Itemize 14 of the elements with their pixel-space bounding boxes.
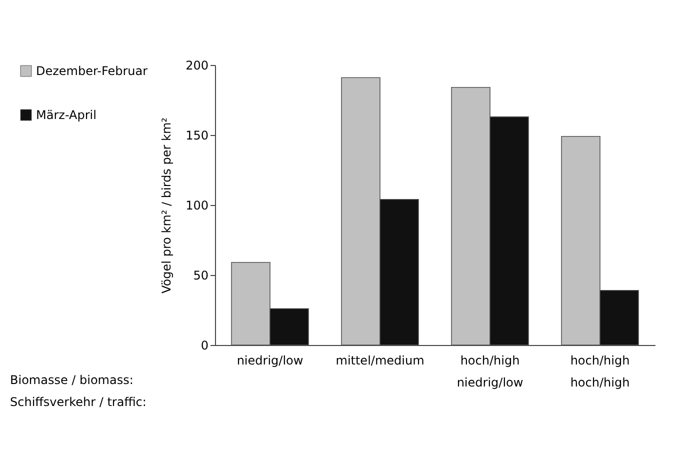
text: Biomasse / biomass:	[10, 373, 134, 387]
y-tick-label: 150	[186, 128, 208, 142]
x-tick-label: niedrig/low	[236, 354, 304, 368]
y-tick-label: 50	[193, 268, 208, 282]
y-axis-title: Vögel pro km² / birds per km²	[160, 117, 174, 294]
x-tick-label: hoch/high hoch/high	[570, 354, 630, 390]
x-tick-label: hoch/high niedrig/low	[456, 354, 524, 390]
y-tick-label: 100	[186, 198, 208, 212]
x-tick-label: mittel/medium	[336, 354, 424, 368]
y-tick-label: 0	[200, 338, 208, 352]
legend-label: März-April	[36, 108, 96, 122]
legend-label: Dezember-Februar	[36, 64, 148, 78]
y-tick-label: 200	[186, 58, 208, 72]
text: Schiffsverkehr / traffic:	[10, 395, 146, 409]
